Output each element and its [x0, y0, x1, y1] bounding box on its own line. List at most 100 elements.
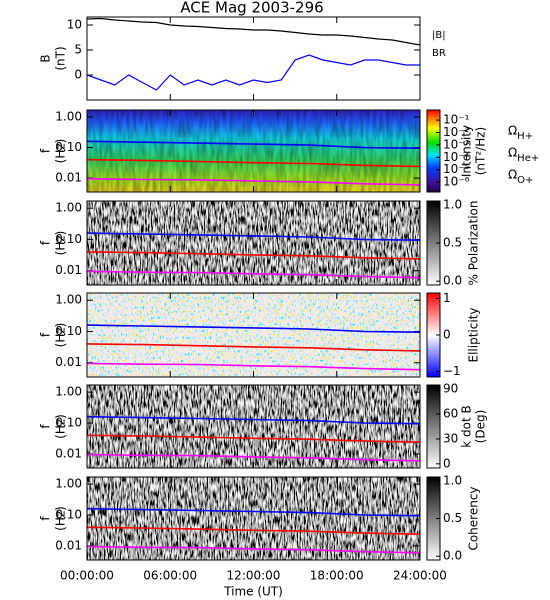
legend-label: ΩO+	[508, 168, 533, 187]
series-line	[86, 545, 421, 554]
colorbar-tick-label: 0.0	[443, 549, 462, 563]
colorbar-tick-label: 0.5	[443, 236, 462, 250]
series-line	[86, 434, 421, 443]
colorbar-tick-label: 60	[443, 407, 458, 421]
panel-frame	[86, 109, 421, 193]
y-tick-label: 0.01	[55, 446, 82, 460]
y-tick-label: 0.10	[55, 232, 82, 246]
chart-title: ACE Mag 2003-296	[180, 0, 323, 17]
spectrogram-image	[87, 293, 420, 377]
colorbar-tick-label: 10⁻⁵	[443, 162, 470, 176]
colorbar-tick-label: 1	[443, 291, 451, 305]
y-tick-label: 0.10	[55, 324, 82, 338]
colorbar-tick-label: 10⁻³	[443, 137, 470, 151]
spectrogram-image	[87, 477, 420, 560]
y-tick-label: 0.10	[55, 508, 82, 522]
legend-label: ΩH+	[508, 124, 533, 143]
colorbar-tick-label: 90	[443, 382, 458, 396]
colorbar-tick-label: 10⁻⁶	[443, 175, 470, 189]
series-line	[86, 507, 421, 517]
colorbar-label: Coherency	[467, 486, 481, 550]
legend-label: ΩHe+	[508, 146, 539, 165]
y-axis-label: (Hz)	[54, 139, 68, 164]
panel-frame	[86, 16, 421, 101]
colorbar-tick-label: 0.0	[443, 274, 462, 288]
y-tick-label: 5	[74, 43, 82, 57]
y-tick-label: 10	[67, 18, 82, 32]
y-axis-label: (Hz)	[54, 414, 68, 439]
series-line	[86, 17, 421, 46]
colorbar-tick-label: 0	[443, 456, 451, 470]
colorbar	[426, 109, 441, 193]
y-tick-label: 1.00	[55, 110, 82, 124]
y-axis-label: f	[39, 240, 53, 245]
panel-frame	[86, 292, 421, 378]
y-tick-label: 0.10	[55, 416, 82, 430]
panel-frame	[86, 476, 421, 561]
series-line	[86, 453, 421, 462]
y-tick-label: 0.01	[55, 355, 82, 369]
colorbar-tick-label: 1.0	[443, 197, 462, 211]
colorbar-label: (Deg)	[474, 410, 488, 444]
legend-label: |B|	[432, 30, 446, 41]
series-line	[86, 232, 421, 241]
colorbar-tick-label: 1.0	[443, 473, 462, 487]
y-axis-label: f	[39, 516, 53, 521]
series-line	[86, 526, 421, 535]
colorbar-label: Ellipticity	[467, 308, 481, 363]
y-tick-label: 1.00	[55, 477, 82, 491]
y-tick-label: 0.10	[55, 140, 82, 154]
y-axis-label: (Hz)	[54, 506, 68, 531]
colorbar-tick-label: −1	[443, 364, 461, 378]
y-axis-label: (Hz)	[54, 231, 68, 256]
series-line	[86, 343, 421, 352]
legend-label: BR	[432, 48, 446, 59]
y-axis-label: (Hz)	[54, 323, 68, 348]
series-line	[86, 178, 421, 186]
x-tick-label: 12:00:00	[227, 569, 281, 583]
y-tick-label: 1.00	[55, 293, 82, 307]
y-axis-label: f	[39, 424, 53, 429]
panel-frame	[86, 200, 421, 286]
colorbar-label: k dot B	[460, 405, 474, 447]
x-tick-label: 00:00:00	[60, 569, 114, 583]
spectrogram-image	[87, 201, 420, 285]
colorbar-label: Intensity	[460, 125, 474, 177]
y-axis-label: f	[39, 148, 53, 153]
series-line	[86, 270, 421, 279]
spectrogram-texture	[87, 110, 420, 192]
y-tick-label: 1.00	[55, 385, 82, 399]
y-axis-label: (nT)	[54, 46, 68, 70]
colorbar-tick-label: 10⁻¹	[443, 113, 470, 127]
x-tick-label: 06:00:00	[143, 569, 197, 583]
series-line	[86, 54, 420, 91]
colorbar-tick-label: 30	[443, 431, 458, 445]
y-axis-label: B	[39, 54, 53, 62]
y-tick-label: 1.00	[55, 201, 82, 215]
series-line	[86, 362, 421, 371]
y-tick-label: 0.01	[55, 263, 82, 277]
colorbar-tick-label: 0	[443, 328, 451, 342]
colorbar-tick-label: 0.5	[443, 511, 462, 525]
x-tick-label: 18:00:00	[310, 569, 364, 583]
panel-frame	[86, 384, 421, 469]
spectrogram-image	[87, 385, 420, 468]
series-line	[86, 324, 421, 333]
series-line	[86, 415, 421, 425]
x-tick-label: 24:00:00	[393, 569, 447, 583]
y-axis-label: f	[39, 332, 53, 337]
colorbar-tick-label: 10⁻⁴	[443, 150, 470, 164]
colorbar-tick-label: 10⁻²	[443, 125, 470, 139]
x-axis-label: Time (UT)	[223, 585, 283, 599]
colorbar-label: % Polarization	[467, 201, 481, 286]
colorbar-label: (nT²/Hz)	[474, 127, 488, 175]
series-line	[86, 251, 421, 260]
series-line	[86, 140, 421, 149]
colorbar	[426, 384, 441, 469]
y-tick-label: 0.01	[55, 538, 82, 552]
y-tick-label: 0.01	[55, 171, 82, 185]
y-tick-label: 0	[74, 68, 82, 82]
series-line	[86, 158, 421, 168]
